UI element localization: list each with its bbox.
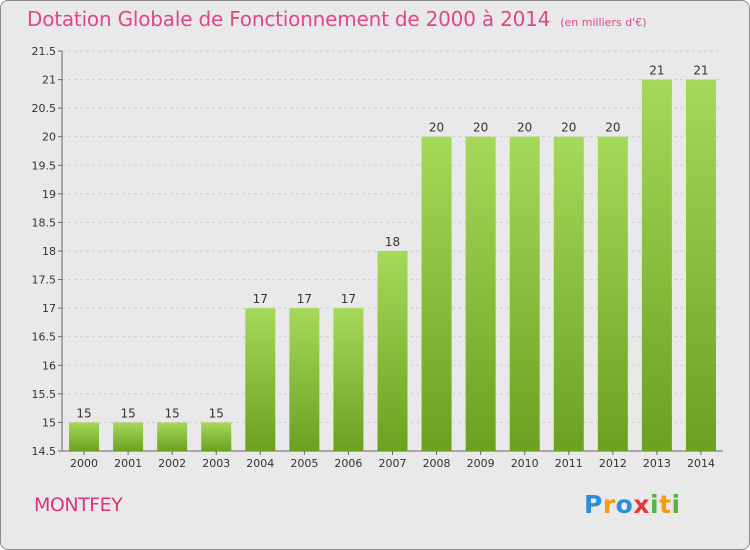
data-label-2010: 20 bbox=[517, 121, 532, 135]
data-label-2007: 18 bbox=[385, 235, 400, 249]
x-tick-label-2012: 2012 bbox=[599, 457, 627, 470]
bar-2005 bbox=[289, 308, 320, 451]
bar-2008 bbox=[421, 136, 452, 451]
bar-2007 bbox=[377, 251, 408, 451]
chart-title: Dotation Globale de Fonctionnement de 20… bbox=[27, 7, 646, 31]
chart-subtitle: (en milliers d'€) bbox=[560, 16, 647, 29]
data-label-2000: 15 bbox=[76, 406, 91, 420]
bar-2012 bbox=[597, 136, 628, 451]
x-tick-label-2008: 2008 bbox=[423, 457, 451, 470]
bar-2003 bbox=[201, 422, 232, 451]
y-tick-label: 19 bbox=[42, 188, 56, 201]
data-label-2009: 20 bbox=[473, 121, 488, 135]
x-tick-label-2014: 2014 bbox=[687, 457, 715, 470]
bar-2006 bbox=[333, 308, 364, 451]
data-label-2003: 15 bbox=[209, 406, 224, 420]
bar-2011 bbox=[553, 136, 584, 451]
y-tick-label: 20.5 bbox=[32, 102, 57, 115]
proxiti-logo: Proxiti bbox=[584, 490, 681, 519]
x-tick-label-2002: 2002 bbox=[158, 457, 186, 470]
bar-2014 bbox=[685, 79, 716, 452]
y-tick-label: 17.5 bbox=[32, 274, 57, 287]
x-tick-label-2006: 2006 bbox=[334, 457, 362, 470]
data-label-2013: 21 bbox=[649, 64, 664, 78]
y-tick-label: 15 bbox=[42, 416, 56, 429]
x-tick-label-2004: 2004 bbox=[246, 457, 274, 470]
bar-2010 bbox=[509, 136, 540, 451]
bar-2002 bbox=[157, 422, 188, 451]
data-label-2004: 17 bbox=[253, 292, 268, 306]
x-tick-label-2000: 2000 bbox=[70, 457, 98, 470]
y-tick-label: 17 bbox=[42, 302, 56, 315]
bar-layer bbox=[69, 79, 716, 452]
x-tick-label-2001: 2001 bbox=[114, 457, 142, 470]
x-tick-label-2009: 2009 bbox=[467, 457, 495, 470]
data-label-2012: 20 bbox=[605, 121, 620, 135]
y-tick-label: 21 bbox=[42, 74, 56, 87]
data-label-2002: 15 bbox=[165, 406, 180, 420]
data-label-2008: 20 bbox=[429, 121, 444, 135]
label-layer: 15 15 15 15 17 17 17 18 20 20 20 20 20 21 21 bbox=[76, 64, 708, 421]
commune-name: MONTFEY bbox=[34, 494, 123, 516]
data-label-2005: 17 bbox=[297, 292, 312, 306]
bar-2001 bbox=[113, 422, 144, 451]
x-tick-label-2010: 2010 bbox=[511, 457, 539, 470]
x-tick-label-2005: 2005 bbox=[290, 457, 318, 470]
bar-2000 bbox=[69, 422, 100, 451]
y-tick-label: 18 bbox=[42, 245, 56, 258]
y-tick-label: 19.5 bbox=[32, 159, 57, 172]
y-tick-label: 16.5 bbox=[32, 331, 57, 344]
x-tick-label-2007: 2007 bbox=[379, 457, 407, 470]
bar-2004 bbox=[245, 308, 276, 451]
data-label-2014: 21 bbox=[693, 64, 708, 78]
y-tick-label: 20 bbox=[42, 131, 56, 144]
data-label-2001: 15 bbox=[120, 406, 135, 420]
y-tick-label: 14.5 bbox=[32, 445, 57, 458]
x-tick-label-2011: 2011 bbox=[555, 457, 583, 470]
data-label-2011: 20 bbox=[561, 121, 576, 135]
y-tick-label: 16 bbox=[42, 359, 56, 372]
x-tick-label-2013: 2013 bbox=[643, 457, 671, 470]
y-tick-label: 15.5 bbox=[32, 388, 57, 401]
y-tick-label: 21.5 bbox=[32, 45, 57, 58]
data-label-2006: 17 bbox=[341, 292, 356, 306]
bar-2009 bbox=[465, 136, 496, 451]
bar-2013 bbox=[641, 79, 672, 452]
x-tick-label-2003: 2003 bbox=[202, 457, 230, 470]
chart-title-text: Dotation Globale de Fonctionnement de 20… bbox=[27, 7, 551, 31]
y-tick-label: 18.5 bbox=[32, 216, 57, 229]
